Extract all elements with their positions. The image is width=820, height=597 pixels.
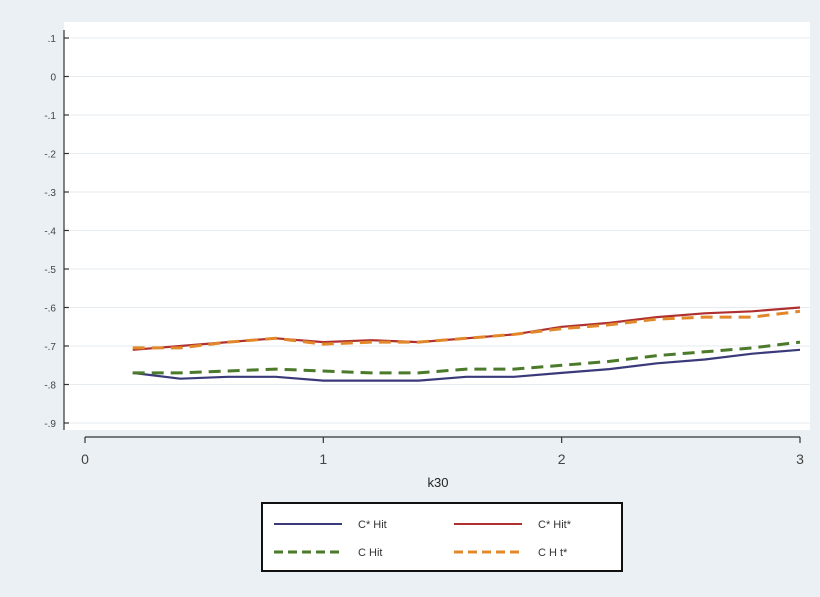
legend-box [261, 502, 623, 572]
y-tick-label: -.4 [44, 227, 56, 238]
legend-label-3: C Hit [358, 547, 382, 559]
x-tick-label: 0 [81, 451, 89, 467]
y-tick-label: -.6 [44, 304, 56, 315]
x-tick-label: 2 [558, 451, 566, 467]
series-line-4 [132, 309, 801, 350]
series-line-1 [132, 348, 801, 382]
axes: -.9 -.8 -.7 -.6 -.5 -.4 -.3 -.2 -.1 0 .1 0 1 2 3 [44, 30, 804, 467]
legend-label-1: C* Hit [358, 519, 387, 531]
legend-label-4: C H t* [538, 547, 568, 559]
y-tick-label: -.5 [44, 265, 56, 276]
y-tick-label: -.7 [44, 342, 56, 353]
series-line-3 [132, 340, 801, 375]
x-tick-label: 1 [319, 451, 327, 467]
y-tick-label: -.9 [44, 419, 56, 430]
y-tick-label: .1 [48, 34, 57, 45]
legend: C* Hit C* Hit* C Hit C H t* [261, 502, 623, 572]
y-tick-label: -.2 [44, 150, 56, 161]
x-tick-label: 3 [796, 451, 804, 467]
y-tick-label: -.8 [44, 381, 56, 392]
legend-label-2: C* Hit* [538, 519, 572, 531]
x-axis-label: k30 [428, 475, 449, 490]
plot-panel [64, 22, 810, 430]
y-tick-label: 0 [50, 73, 56, 84]
y-tick-label: -.1 [44, 111, 56, 122]
y-tick-label: -.3 [44, 188, 56, 199]
series-layer [132, 306, 801, 382]
